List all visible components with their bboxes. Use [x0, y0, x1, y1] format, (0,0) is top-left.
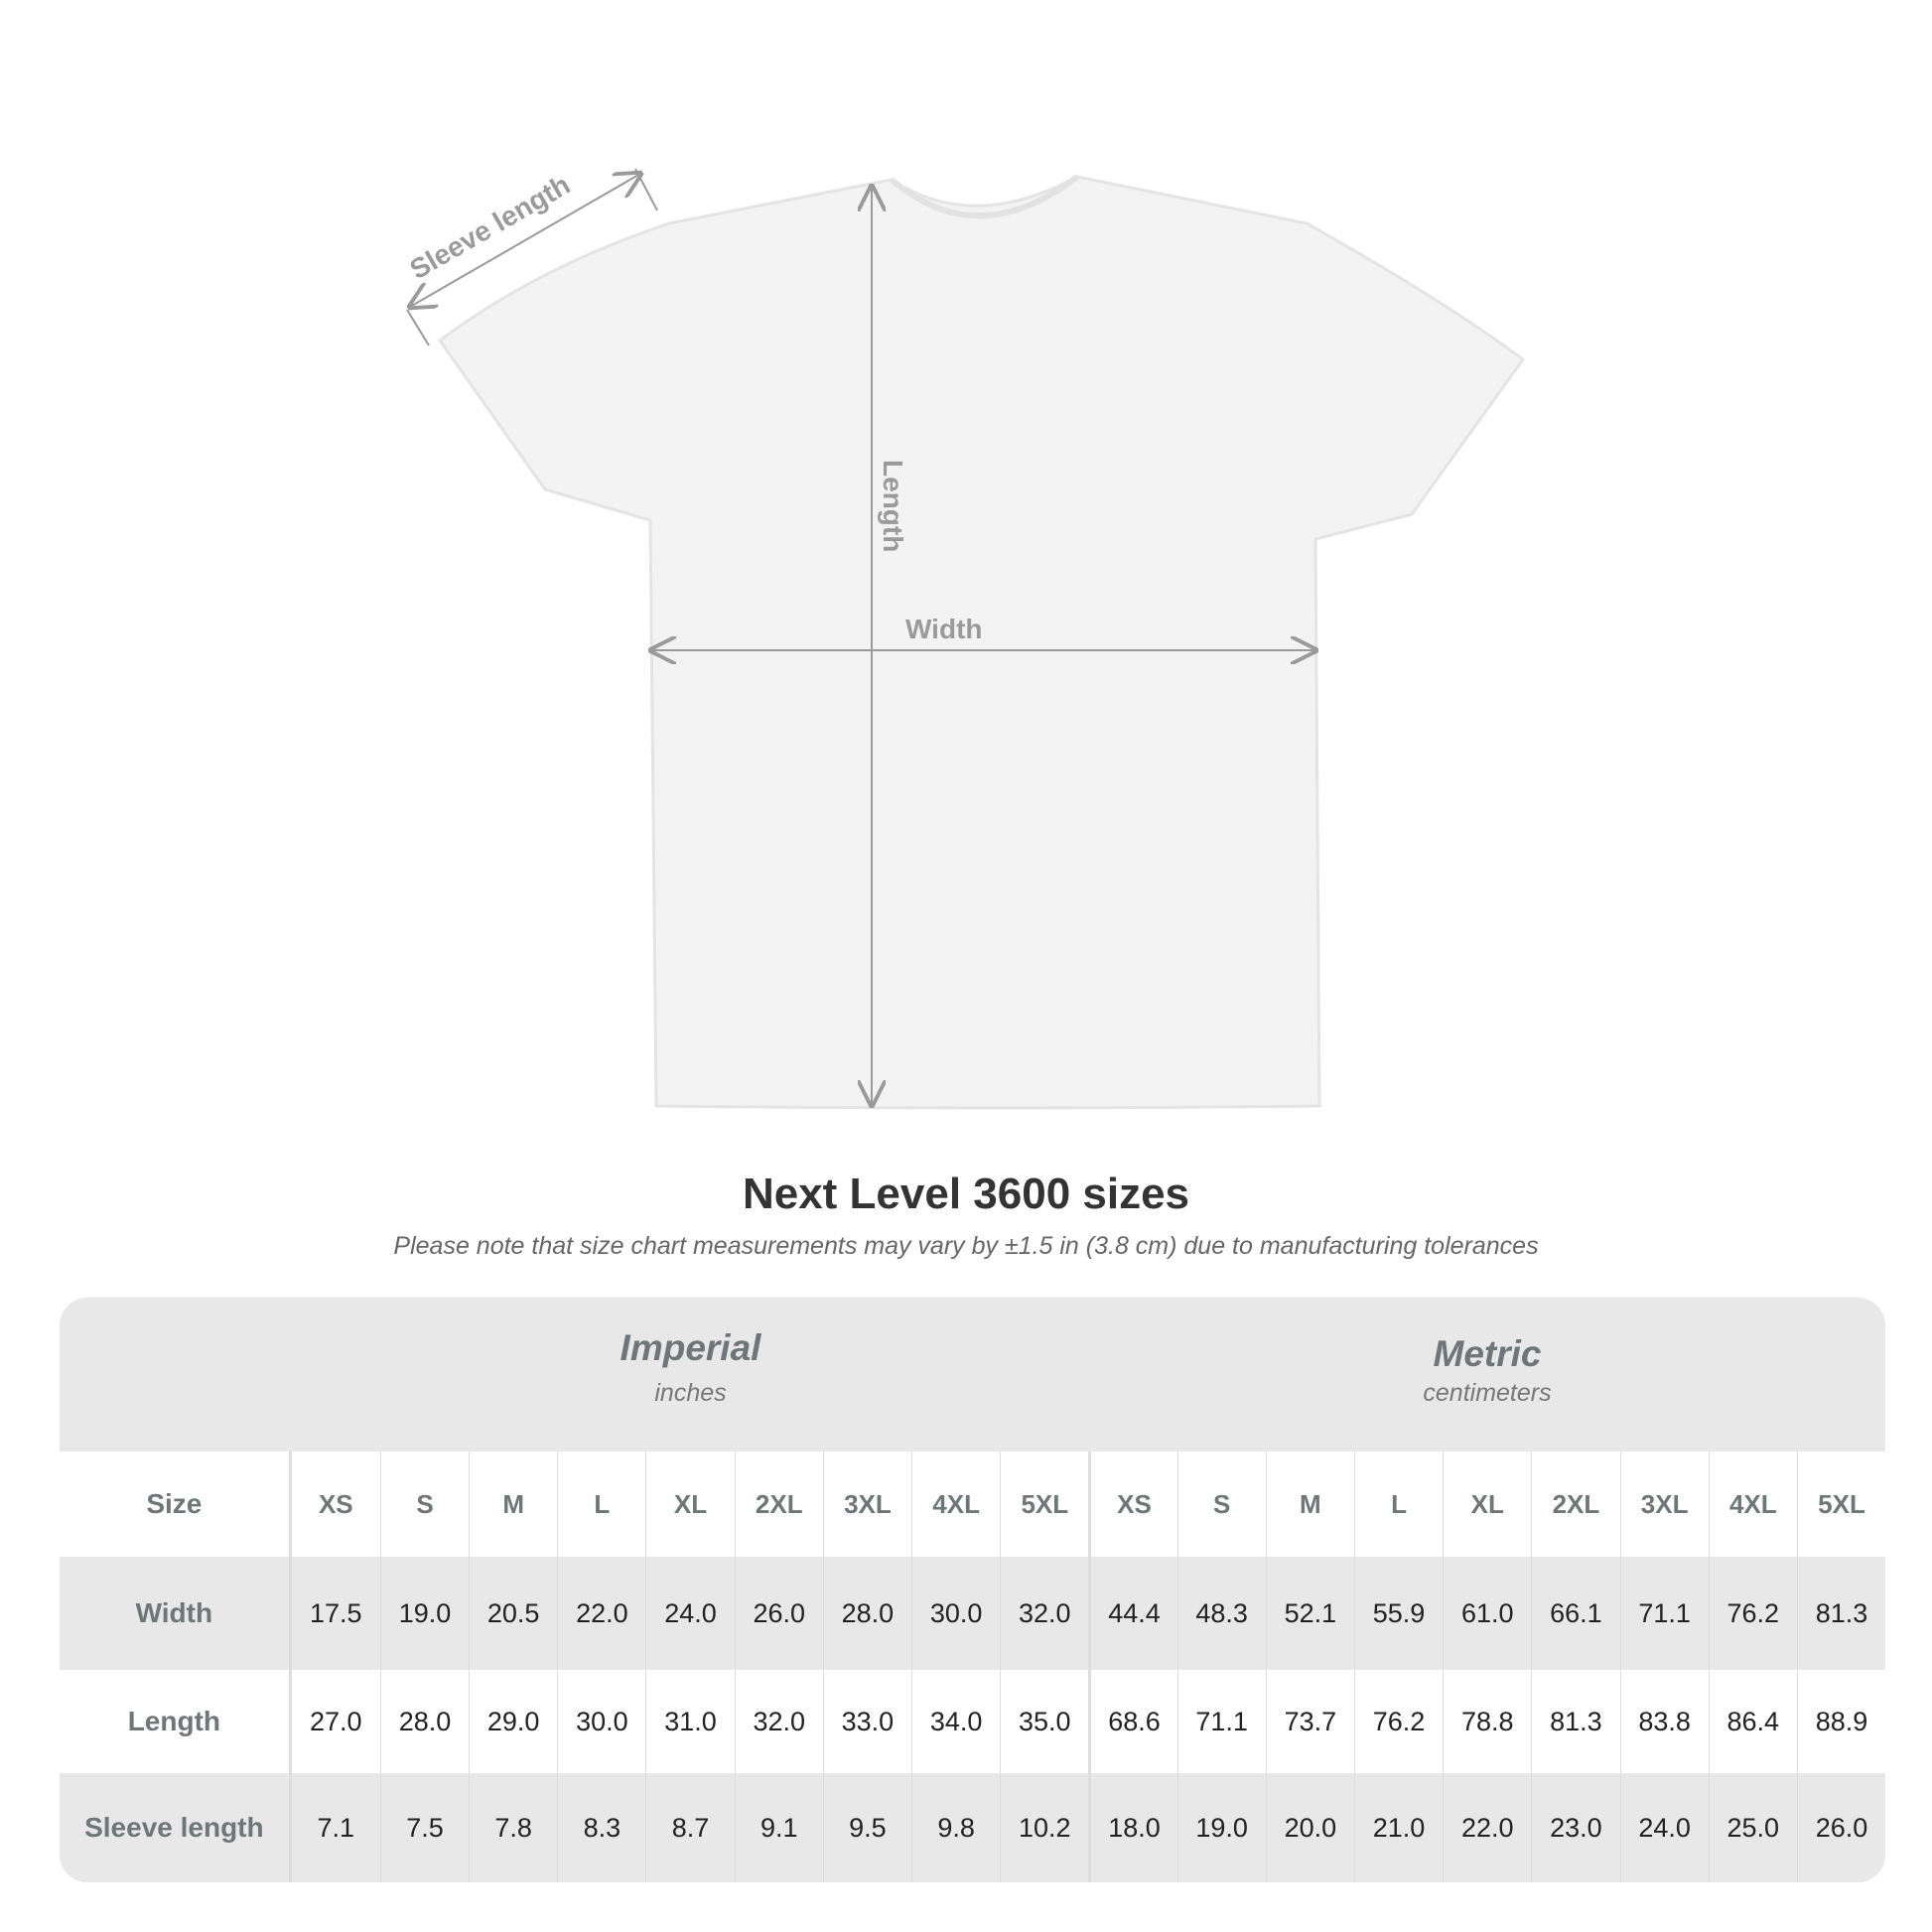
imperial-value-cell: 30.0: [557, 1670, 645, 1773]
length-label: Length: [878, 460, 908, 552]
imperial-value-cell: 31.0: [645, 1670, 734, 1773]
imperial-value-cell: 28.0: [379, 1670, 469, 1773]
imperial-value-cell: 32.0: [1000, 1557, 1088, 1670]
metric-value-cell: 20.0: [1265, 1773, 1354, 1882]
imperial-value-cell: 20.5: [469, 1557, 557, 1670]
imperial-value-cell: 29.0: [469, 1670, 557, 1773]
imperial-value-cell: 34.0: [911, 1670, 1000, 1773]
metric-size-header: 2XL: [1531, 1451, 1619, 1557]
metric-value-cell: 44.4: [1088, 1557, 1176, 1670]
tolerance-note: Please note that size chart measurements…: [393, 1232, 1539, 1260]
metric-size-header: XS: [1088, 1451, 1176, 1557]
metric-size-header: 5XL: [1796, 1451, 1885, 1557]
imperial-size-header: XL: [645, 1451, 734, 1557]
metric-size-header: M: [1265, 1451, 1354, 1557]
imperial-size-header: XS: [318, 1488, 353, 1519]
metric-unit: centimeters: [1423, 1379, 1552, 1407]
metric-size-header: S: [1176, 1451, 1266, 1557]
imperial-value-cell: 9.1: [734, 1773, 823, 1882]
metric-value-cell: 18.0: [1088, 1773, 1176, 1882]
row-label: Width: [60, 1557, 292, 1670]
metric-value-cell: 61.0: [1443, 1557, 1531, 1670]
metric-size-header: 3XL: [1619, 1451, 1709, 1557]
metric-value-cell: 78.8: [1443, 1670, 1531, 1773]
imperial-value-cell: 32.0: [734, 1670, 823, 1773]
imperial-value-cell: 7.5: [379, 1773, 469, 1882]
metric-value-cell: 71.1: [1176, 1670, 1266, 1773]
imperial-value-cell: 33.0: [822, 1670, 911, 1773]
imperial-value-cell: 28.0: [822, 1557, 911, 1670]
metric-size-header: 4XL: [1708, 1451, 1797, 1557]
metric-value-cell: 21.0: [1353, 1773, 1443, 1882]
metric-value-cell: 24.0: [1619, 1773, 1709, 1882]
sleeve-tick: [406, 309, 430, 346]
table-row: Size XS S M L XL 2XL 3XL 4XL 5XL XS S M L XL 2XL 3XL 4XL 5…: [60, 1451, 1885, 1557]
imperial-value-cell: 30.0: [911, 1557, 1000, 1670]
imperial-value-cell: 8.7: [645, 1773, 734, 1882]
metric-value-cell: 48.3: [1176, 1557, 1266, 1670]
metric-value-cell: 81.3: [1531, 1670, 1619, 1773]
table-row: Sleeve length 7.1 7.5 7.8 8.3 8.7 9.1 9.5 9.8 10.…: [60, 1773, 1885, 1882]
imperial-size-header: 3XL: [822, 1451, 911, 1557]
sleeve-arrow: [410, 174, 640, 307]
metric-size-header: L: [1353, 1451, 1443, 1557]
tshirt-diagram: Sleeve length Length Width: [0, 168, 1526, 1110]
metric-value-cell: 88.9: [1796, 1670, 1885, 1773]
metric-value-cell: 76.2: [1708, 1557, 1797, 1670]
row-label: Sleeve length: [60, 1773, 292, 1882]
metric-value-cell: 66.1: [1531, 1557, 1619, 1670]
imperial-size-header: S: [379, 1451, 469, 1557]
metric-value-cell: 83.8: [1619, 1670, 1709, 1773]
imperial-size-header: 4XL: [911, 1451, 1000, 1557]
imperial-value-cell: 24.0: [645, 1557, 734, 1670]
imperial-value-cell: 10.2: [1000, 1773, 1088, 1882]
imperial-value-cell: 17.5: [310, 1597, 362, 1628]
imperial-value-cell: 7.8: [469, 1773, 557, 1882]
imperial-size-header: 2XL: [734, 1451, 823, 1557]
metric-header: Metric centimeters: [1089, 1298, 1885, 1487]
metric-value-cell: 22.0: [1443, 1773, 1531, 1882]
imperial-size-header: M: [469, 1451, 557, 1557]
sleeve-tick: [634, 168, 658, 211]
metric-value-cell: 23.0: [1531, 1773, 1619, 1882]
tshirt-collar: [890, 174, 1079, 219]
imperial-unit: inches: [654, 1379, 727, 1407]
imperial-value-cell: 26.0: [734, 1557, 823, 1670]
metric-value-cell: 81.3: [1796, 1557, 1885, 1670]
imperial-value-cell: 9.8: [911, 1773, 1000, 1882]
imperial-value-cell: 19.0: [379, 1557, 469, 1670]
imperial-size-header: L: [557, 1451, 645, 1557]
metric-title: Metric: [1433, 1333, 1542, 1374]
metric-value-cell: 26.0: [1796, 1773, 1885, 1882]
imperial-value-cell: 35.0: [1000, 1670, 1088, 1773]
metric-value-cell: 19.0: [1176, 1773, 1266, 1882]
metric-value-cell: 76.2: [1353, 1670, 1443, 1773]
imperial-value-cell: 9.5: [822, 1773, 911, 1882]
size-table: Imperial inches Metric centimeters Size X…: [60, 1298, 1885, 1882]
width-label: Width: [905, 614, 983, 644]
metric-value-cell: 71.1: [1619, 1557, 1709, 1670]
imperial-title: Imperial: [620, 1327, 761, 1368]
row-label: Length: [60, 1670, 292, 1773]
imperial-value-cell: 27.0: [310, 1706, 362, 1736]
table-row: Length 27.0 28.0 29.0 30.0 31.0 32.0 33.0 34.0 35…: [60, 1670, 1885, 1773]
metric-value-cell: 25.0: [1708, 1773, 1797, 1882]
imperial-value-cell: 22.0: [557, 1557, 645, 1670]
imperial-value-cell: 7.1: [317, 1812, 355, 1843]
metric-value-cell: 55.9: [1353, 1557, 1443, 1670]
imperial-value-cell: 8.3: [557, 1773, 645, 1882]
imperial-header: Imperial inches: [292, 1298, 1089, 1481]
imperial-size-header: 5XL: [1000, 1451, 1088, 1557]
metric-value-cell: 52.1: [1265, 1557, 1354, 1670]
table-row: Width 17.5 19.0 20.5 22.0 24.0 26.0 28.0 30.0 32.…: [60, 1557, 1885, 1670]
row-label: Size: [60, 1451, 292, 1557]
metric-value-cell: 86.4: [1708, 1670, 1797, 1773]
metric-value-cell: 73.7: [1265, 1670, 1354, 1773]
metric-value-cell: 68.6: [1088, 1670, 1176, 1773]
metric-size-header: XL: [1443, 1451, 1531, 1557]
page-title: Next Level 3600 sizes: [742, 1170, 1190, 1218]
